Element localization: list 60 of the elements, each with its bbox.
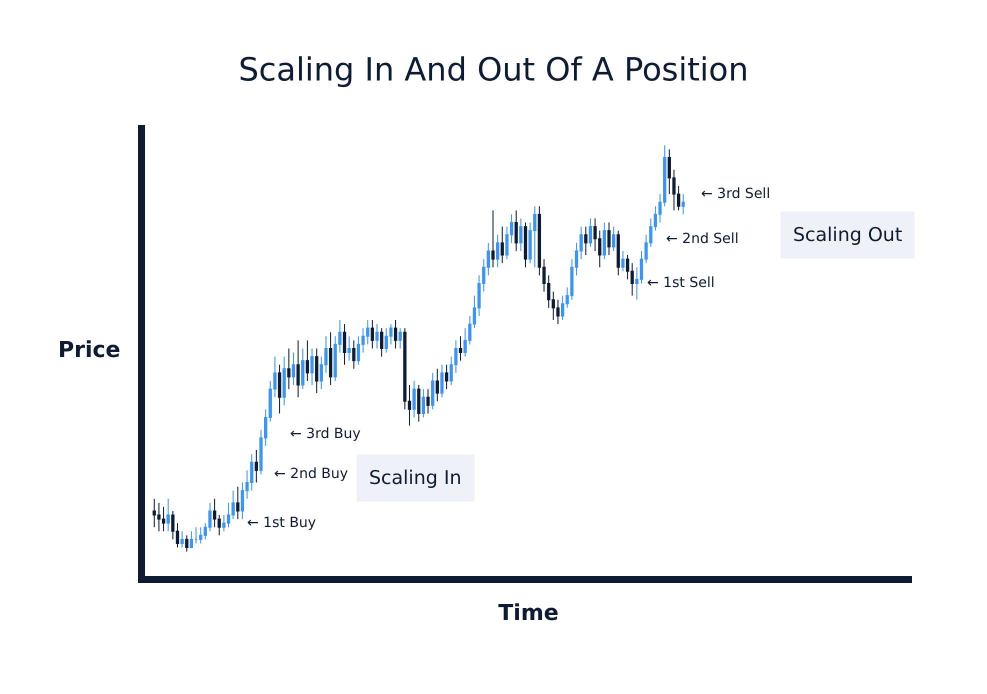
annotation: ← 1st Buy — [247, 515, 316, 531]
candlestick — [519, 218, 522, 252]
candlestick — [500, 226, 504, 264]
candlestick — [296, 340, 300, 398]
candlestick — [287, 348, 290, 390]
candlestick — [194, 526, 198, 544]
candlestick — [190, 530, 194, 548]
candlestick — [348, 336, 351, 362]
text: ← 3rd Sell — [701, 186, 770, 202]
candlestick — [162, 506, 166, 532]
y-axis-title: Price — [58, 338, 120, 363]
candlestick — [398, 328, 402, 349]
candlestick — [417, 384, 420, 422]
candlestick — [612, 226, 616, 252]
candlestick — [352, 340, 356, 370]
candlestick — [444, 364, 448, 390]
candlestick — [282, 356, 286, 406]
candlestick — [370, 320, 374, 349]
annotation: ← 2nd Sell — [666, 231, 739, 247]
candlestick — [278, 364, 282, 414]
candlestick — [180, 530, 184, 548]
candlestick — [422, 388, 426, 418]
annotation: ← 2nd Buy — [274, 466, 348, 482]
text: Scaling Out — [793, 224, 902, 246]
candlestick — [426, 388, 430, 414]
candlestick — [602, 222, 606, 260]
candlestick — [375, 324, 379, 349]
candlestick — [514, 210, 518, 252]
candlestick — [440, 364, 444, 398]
candlestick — [185, 534, 188, 552]
candlestick — [292, 352, 296, 386]
candlestick — [306, 340, 310, 382]
candlestick — [328, 332, 332, 386]
candlestick — [431, 372, 434, 410]
candlestick — [301, 348, 304, 390]
candlestick — [436, 368, 439, 402]
candlestick — [458, 336, 462, 362]
chart-title: Scaling In And Out Of A Position — [238, 50, 749, 89]
candlestick — [310, 348, 314, 386]
candlestick — [621, 250, 625, 272]
x-axis-title: Time — [498, 600, 559, 626]
candlestick — [584, 226, 588, 256]
candlestick — [491, 210, 495, 268]
candlestick — [166, 498, 170, 532]
candlestick — [588, 218, 592, 248]
candlestick — [380, 328, 384, 358]
annotation: ← 3rd Buy — [290, 426, 361, 442]
candlestick — [682, 194, 685, 215]
annotation: Scaling In — [369, 467, 462, 489]
annotation: ← 1st Sell — [647, 275, 715, 291]
candlestick — [236, 486, 240, 520]
candlestick — [254, 450, 258, 484]
candlestick — [496, 234, 500, 268]
candlestick — [607, 222, 611, 256]
candlestick — [315, 348, 318, 394]
candlestick — [616, 230, 620, 276]
candlestick — [524, 222, 528, 268]
candlestick — [412, 380, 416, 418]
candlestick — [342, 324, 346, 366]
candlestick — [394, 320, 398, 349]
